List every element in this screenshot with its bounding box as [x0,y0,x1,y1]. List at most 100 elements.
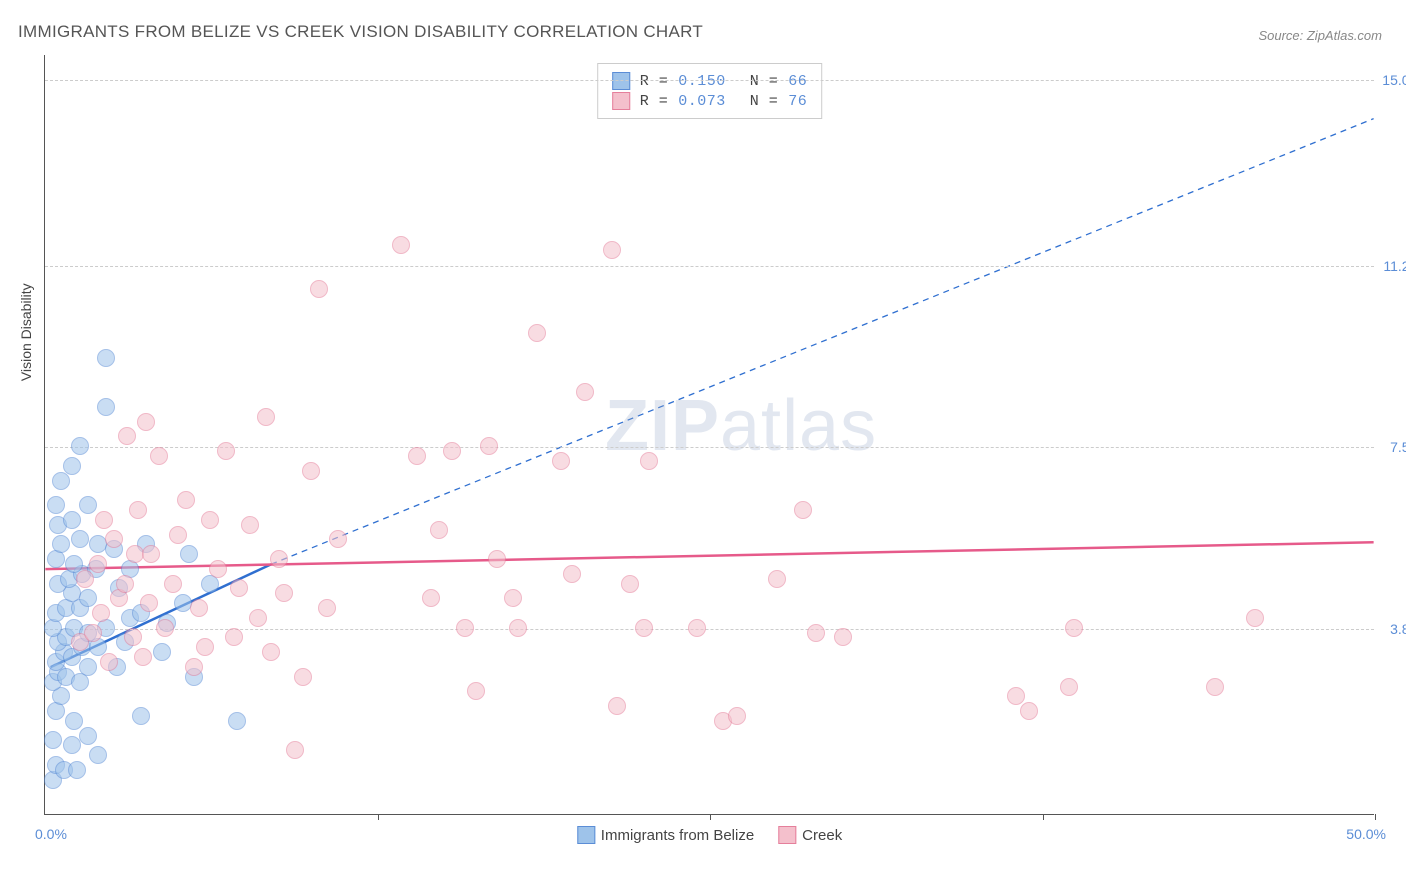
legend-stat-row: R =0.150N =66 [612,72,808,90]
data-point [480,437,498,455]
y-axis-label: Vision Disability [18,283,34,381]
data-point [79,727,97,745]
data-point [142,545,160,563]
data-point [392,236,410,254]
chart-container: IMMIGRANTS FROM BELIZE VS CREEK VISION D… [0,0,1406,892]
data-point [249,609,267,627]
data-point [116,575,134,593]
data-point [185,658,203,676]
watermark-light: atlas [720,386,877,466]
x-axis-min-label: 0.0% [35,826,67,842]
data-point [318,599,336,617]
n-value: 76 [788,93,807,110]
data-point [430,521,448,539]
data-point [169,526,187,544]
watermark-bold: ZIP [605,386,720,466]
data-point [63,736,81,754]
legend-series-name: Immigrants from Belize [601,827,754,844]
data-point [150,447,168,465]
data-point [1065,619,1083,637]
data-point [621,575,639,593]
legend-series-name: Creek [802,827,842,844]
data-point [124,628,142,646]
data-point [89,555,107,573]
gridline [45,629,1374,630]
data-point [1206,678,1224,696]
n-label: N = [750,93,779,110]
data-point [47,496,65,514]
y-tick-label: 3.8% [1390,621,1406,637]
data-point [603,241,621,259]
data-point [275,584,293,602]
data-point [180,545,198,563]
data-point [129,501,147,519]
data-point [422,589,440,607]
n-value: 66 [788,73,807,90]
data-point [563,565,581,583]
data-point [201,511,219,529]
data-point [132,707,150,725]
data-point [217,442,235,460]
data-point [44,731,62,749]
legend-series-item: Immigrants from Belize [577,826,754,844]
r-label: R = [640,73,669,90]
data-point [329,530,347,548]
y-tick-label: 15.0% [1382,72,1406,88]
data-point [794,501,812,519]
data-point [1060,678,1078,696]
data-point [262,643,280,661]
data-point [52,472,70,490]
data-point [76,570,94,588]
data-point [768,570,786,588]
data-point [608,697,626,715]
data-point [552,452,570,470]
trend-lines-layer [45,55,1374,814]
data-point [177,491,195,509]
data-point [467,682,485,700]
data-point [65,712,83,730]
legend-swatch [612,72,630,90]
data-point [92,604,110,622]
data-point [310,280,328,298]
data-point [270,550,288,568]
x-tick [710,814,711,820]
data-point [1020,702,1038,720]
data-point [509,619,527,637]
data-point [456,619,474,637]
data-point [153,643,171,661]
r-value: 0.150 [678,73,726,90]
source-label: Source: ZipAtlas.com [1258,28,1382,43]
data-point [71,530,89,548]
series-legend: Immigrants from Belize Creek [577,826,842,844]
data-point [230,579,248,597]
data-point [79,658,97,676]
x-tick [1375,814,1376,820]
data-point [241,516,259,534]
data-point [834,628,852,646]
data-point [118,427,136,445]
data-point [97,398,115,416]
x-axis-max-label: 50.0% [1346,826,1386,842]
legend-series-item: Creek [778,826,842,844]
data-point [257,408,275,426]
correlation-legend: R =0.150N =66R =0.073N =76 [597,63,823,119]
legend-stat-row: R =0.073N =76 [612,92,808,110]
legend-swatch [577,826,595,844]
data-point [105,530,123,548]
chart-title: IMMIGRANTS FROM BELIZE VS CREEK VISION D… [18,22,703,42]
data-point [134,648,152,666]
data-point [302,462,320,480]
data-point [63,511,81,529]
data-point [528,324,546,342]
data-point [286,741,304,759]
data-point [164,575,182,593]
source-name: ZipAtlas.com [1307,28,1382,43]
data-point [100,653,118,671]
data-point [640,452,658,470]
data-point [79,589,97,607]
data-point [225,628,243,646]
gridline [45,447,1374,448]
legend-swatch [612,92,630,110]
x-tick [1043,814,1044,820]
data-point [196,638,214,656]
